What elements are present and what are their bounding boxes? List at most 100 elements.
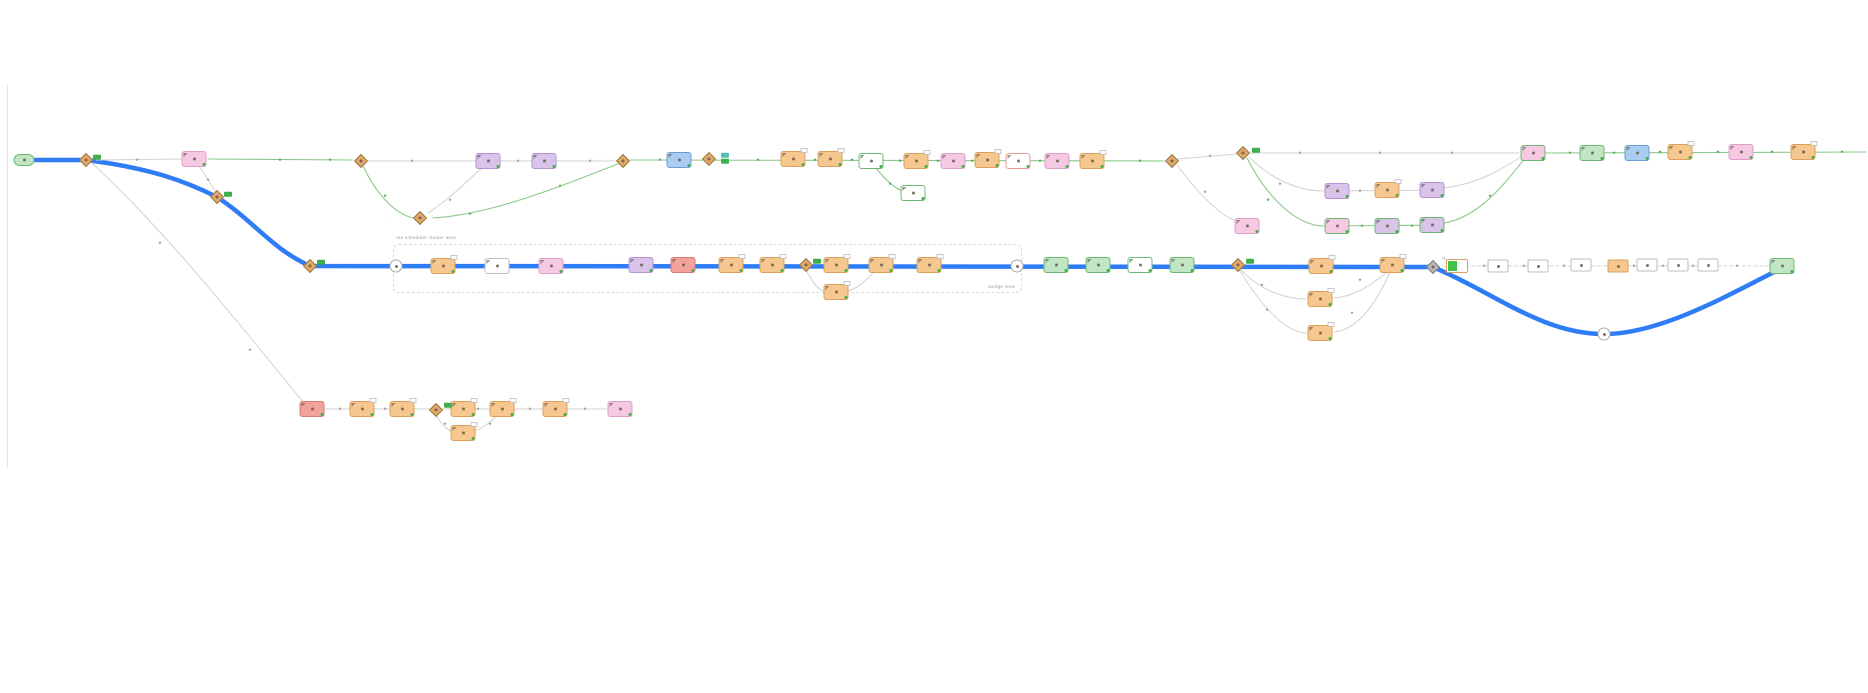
node-fold-corner-icon — [452, 402, 456, 407]
node-task-whiteG[interactable] — [1127, 257, 1153, 273]
node-task-blue[interactable] — [666, 152, 692, 168]
node-glyph-dot — [1335, 224, 1339, 228]
node-progress-box[interactable] — [1446, 259, 1468, 273]
node-task-chain[interactable] — [1667, 258, 1689, 272]
node-task-whiteP[interactable] — [1005, 153, 1031, 169]
node-fold-corner-icon — [782, 152, 786, 157]
node-task-pink[interactable] — [1234, 218, 1260, 234]
count-badge — [444, 402, 452, 408]
node-task-orange[interactable] — [868, 254, 896, 273]
node-task-chain[interactable] — [1570, 258, 1592, 272]
node-task-chain[interactable] — [1487, 259, 1509, 273]
node-glyph-dot — [1385, 188, 1389, 192]
node-status-dot — [1329, 269, 1332, 273]
node-task-chain[interactable] — [1697, 258, 1719, 272]
node-task-purpleG[interactable] — [1374, 218, 1400, 234]
node-task-green[interactable] — [1769, 258, 1795, 274]
node-task-orange[interactable] — [974, 149, 1002, 168]
node-task-red[interactable] — [670, 257, 696, 273]
node-task-pinkG[interactable] — [1520, 145, 1546, 161]
node-task-orange[interactable] — [780, 148, 808, 167]
node-glyph-dot — [461, 431, 465, 435]
node-task-orange[interactable] — [823, 254, 851, 273]
node-task-orange[interactable] — [916, 254, 944, 273]
node-glyph-dot — [310, 407, 314, 411]
node-task-orange[interactable] — [489, 398, 517, 417]
node-task-orange[interactable] — [1308, 255, 1336, 274]
node-fold-corner-icon — [1792, 145, 1796, 150]
node-glyph-dot — [83, 157, 89, 163]
node-fold-corner-icon — [301, 402, 305, 407]
node-task-whiteGr[interactable] — [484, 258, 510, 274]
node-boundary-circle[interactable] — [1010, 259, 1024, 273]
node-task-chain[interactable] — [1527, 259, 1549, 273]
node-task-purpleG[interactable] — [1419, 217, 1445, 233]
node-task-orange[interactable] — [718, 254, 746, 273]
node-status-dot — [471, 412, 474, 416]
node-fold-corner-icon — [819, 152, 823, 157]
node-task-pinkG[interactable] — [1324, 218, 1350, 234]
node-task-purple[interactable] — [1419, 182, 1445, 198]
node-task-chain[interactable] — [1636, 258, 1658, 272]
node-fold-corner-icon — [1376, 183, 1380, 188]
node-task-pink[interactable] — [1728, 144, 1754, 160]
node-task-orange[interactable] — [450, 422, 478, 441]
count-badge — [93, 154, 101, 160]
node-task-orange[interactable] — [542, 398, 570, 417]
node-fold-corner-icon — [544, 402, 548, 407]
node-task-orange[interactable] — [430, 255, 458, 274]
node-task-purple[interactable] — [628, 257, 654, 273]
node-task-purple[interactable] — [531, 153, 557, 169]
node-status-dot — [1421, 218, 1424, 221]
node-fold-corner-icon — [905, 154, 909, 159]
node-start-pill[interactable] — [13, 154, 35, 166]
node-task-orange[interactable] — [1667, 141, 1695, 160]
node-task-pink[interactable] — [538, 258, 564, 274]
node-task-orange[interactable] — [1079, 150, 1107, 169]
node-task-green[interactable] — [1085, 257, 1111, 273]
node-task-green[interactable] — [1043, 257, 1069, 273]
node-task-blue[interactable] — [1624, 145, 1650, 161]
node-task-whiteG[interactable] — [900, 185, 926, 201]
node-task-pink[interactable] — [181, 151, 207, 167]
node-task-orange[interactable] — [349, 398, 377, 417]
node-task-orange[interactable] — [817, 148, 845, 167]
node-glyph-dot — [1240, 150, 1246, 156]
node-task-red[interactable] — [299, 401, 325, 417]
node-task-orange[interactable] — [759, 254, 787, 273]
node-task-pink[interactable] — [1044, 153, 1070, 169]
node-task-pink[interactable] — [607, 401, 633, 417]
node-task-pink[interactable] — [940, 153, 966, 169]
node-fold-corner-icon — [452, 426, 456, 431]
node-task-purple[interactable] — [1324, 183, 1350, 199]
node-tag-icon — [1327, 288, 1335, 293]
node-task-purple[interactable] — [475, 153, 501, 169]
node-tag-icon — [470, 422, 478, 427]
node-boundary-circle[interactable] — [1597, 327, 1611, 341]
node-task-orange[interactable] — [823, 281, 851, 300]
node-boundary-circle[interactable] — [389, 259, 403, 273]
node-task-orange[interactable] — [1307, 322, 1335, 341]
node-task-chainO[interactable] — [1607, 259, 1629, 273]
node-task-orange[interactable] — [1379, 254, 1407, 273]
node-task-orange[interactable] — [903, 150, 931, 169]
node-tag-icon — [470, 398, 478, 403]
node-glyph-dot — [879, 263, 883, 267]
node-task-orange[interactable] — [389, 398, 417, 417]
node-glyph-dot — [1579, 263, 1583, 267]
node-task-whiteG[interactable] — [858, 153, 884, 169]
tiny-annotation: .. — [10, 148, 14, 154]
node-task-green[interactable] — [1579, 145, 1605, 161]
node-task-orange[interactable] — [1307, 288, 1335, 307]
node-status-dot — [1790, 269, 1793, 273]
node-task-orange[interactable] — [1374, 179, 1402, 198]
node-task-green[interactable] — [1169, 257, 1195, 273]
edge-critical-path[interactable] — [21, 157, 1785, 337]
node-glyph-dot — [549, 264, 553, 268]
node-status-dot — [1328, 302, 1331, 306]
node-glyph-dot — [706, 156, 712, 162]
node-task-orange[interactable] — [450, 398, 478, 417]
node-task-orange[interactable] — [1790, 141, 1818, 160]
